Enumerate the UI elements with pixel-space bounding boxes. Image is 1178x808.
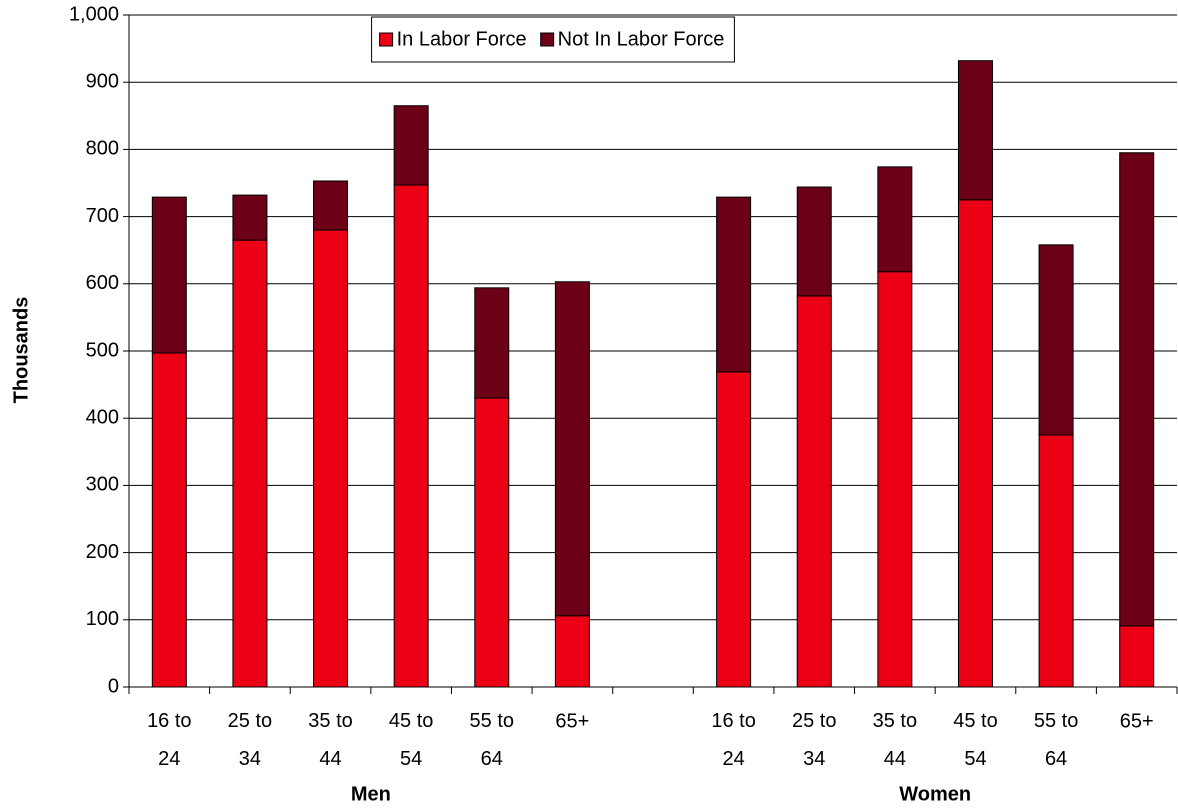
bar-segment [151, 352, 187, 688]
y-tick-label: 400 [86, 406, 119, 428]
bar-segment [232, 194, 268, 241]
bar-segment [1038, 434, 1074, 688]
label-line: 64 [481, 748, 503, 770]
legend-swatch [379, 32, 394, 47]
bar-segment [957, 199, 993, 688]
bar-segment [554, 281, 590, 617]
bar-segment [554, 615, 590, 688]
label-line: 35 to [873, 710, 917, 732]
x-tick-label: 25 to 34 [792, 710, 836, 770]
label-line: 44 [319, 748, 341, 770]
bar-segment [877, 271, 913, 688]
bar-segment [474, 287, 510, 399]
label-line: 64 [1045, 748, 1067, 770]
label-line: 24 [722, 748, 744, 770]
bar-segment [796, 295, 832, 688]
y-tick-label: 200 [86, 541, 119, 563]
x-tick-label: 16 to 24 [147, 710, 191, 770]
label-line: 34 [239, 748, 261, 770]
bar-segment [716, 196, 752, 373]
label-line: 16 to [147, 710, 191, 732]
bar-segment [877, 166, 913, 273]
x-tick-label: 16 to 24 [711, 710, 755, 770]
bar-segment [1038, 244, 1074, 436]
legend-swatch [540, 32, 555, 47]
label-line: 45 to [389, 710, 433, 732]
y-tick-label: 100 [86, 608, 119, 630]
label-line: 35 to [308, 710, 352, 732]
group-label: Men [351, 783, 391, 805]
label-line: 25 to [228, 710, 272, 732]
label-line: 55 to [1034, 710, 1078, 732]
bar-segment [957, 60, 993, 201]
label-line: 16 to [711, 710, 755, 732]
bar-segment [313, 180, 349, 231]
label-line: 45 to [953, 710, 997, 732]
x-tick-label: 55 to 64 [470, 710, 514, 770]
legend-label: Not In Labor Force [558, 28, 725, 50]
x-tick-label: 65+ [555, 710, 589, 732]
x-tick-label: 25 to 34 [228, 710, 272, 770]
x-tick-label: 35 to 44 [873, 710, 917, 770]
label-line: 24 [158, 748, 180, 770]
label-line: 55 to [470, 710, 514, 732]
bar-segment [393, 184, 429, 688]
bar-segment [1119, 625, 1155, 688]
legend-label: In Labor Force [397, 28, 527, 50]
y-tick-label: 900 [86, 70, 119, 92]
x-tick-label: 55 to 64 [1034, 710, 1078, 770]
bar-segment [393, 105, 429, 186]
y-tick-label: 500 [86, 339, 119, 361]
x-tick-label: 65+ [1120, 710, 1154, 732]
label-line: 54 [400, 748, 422, 770]
bar-segment [474, 397, 510, 688]
group-label: Women [899, 783, 971, 805]
label-line: 34 [803, 748, 825, 770]
y-tick-label: 300 [86, 474, 119, 496]
y-tick-label: 1,000 [69, 3, 119, 25]
bar-segment [232, 239, 268, 688]
x-tick-label: 45 to 54 [953, 710, 997, 770]
label-line: 44 [884, 748, 906, 770]
label-line: 54 [964, 748, 986, 770]
bar-segment [716, 371, 752, 688]
y-tick-label: 700 [86, 205, 119, 227]
bar-segment [313, 229, 349, 688]
bar-segment [1119, 152, 1155, 627]
x-tick-label: 45 to 54 [389, 710, 433, 770]
y-tick-label: 0 [108, 675, 119, 697]
x-tick-label: 35 to 44 [308, 710, 352, 770]
y-tick-label: 600 [86, 272, 119, 294]
y-axis-title: Thousands [10, 297, 32, 404]
y-tick-label: 800 [86, 138, 119, 160]
bar-segment [796, 186, 832, 297]
legend: In Labor Force Not In Labor Force [371, 16, 735, 63]
label-line: 25 to [792, 710, 836, 732]
bar-segment [151, 196, 187, 354]
